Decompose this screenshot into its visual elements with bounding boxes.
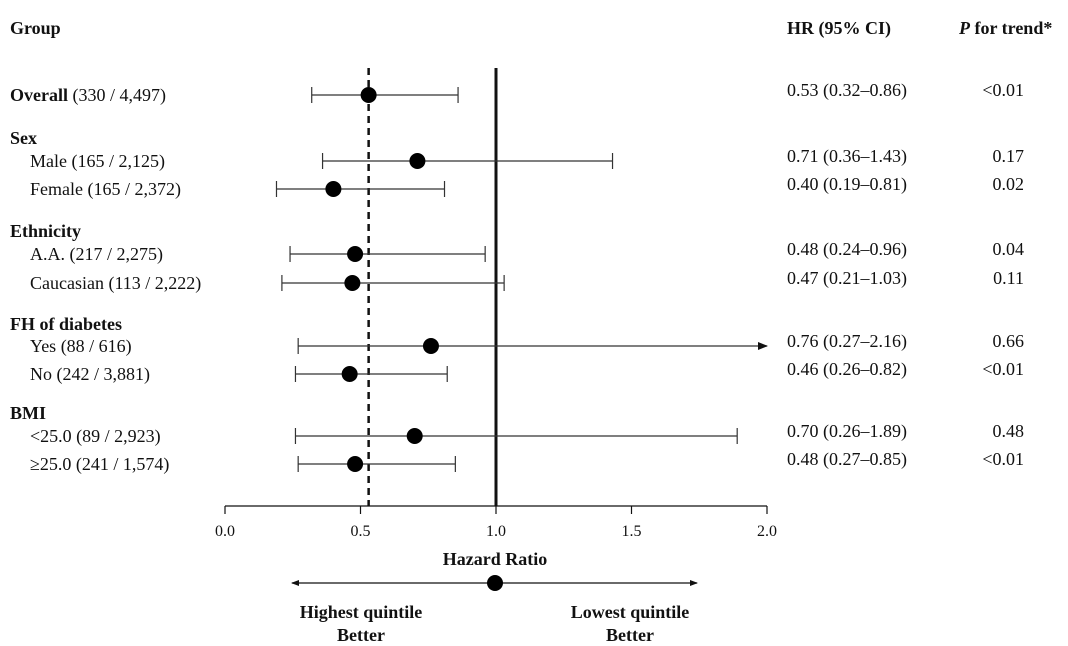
- p-trend-value: 0.66: [993, 331, 1025, 351]
- group-header: FH of diabetes: [10, 314, 122, 334]
- row-label: Caucasian (113 / 2,222): [30, 273, 201, 294]
- hr-header: HR (95% CI): [787, 18, 891, 39]
- hr-ci-text: 0.53 (0.32–0.86): [787, 80, 907, 101]
- row-count: (330 / 4,497): [72, 85, 166, 106]
- x-tick-label: 1.0: [486, 523, 506, 540]
- row-label: Male (165 / 2,125): [30, 151, 165, 172]
- group-header: Sex: [10, 128, 37, 148]
- right-direction-sublabel: Better: [606, 625, 654, 645]
- hr-point: [409, 153, 426, 169]
- hr-point: [422, 338, 439, 354]
- hr-point: [325, 181, 342, 197]
- hr-ci-text: 0.48 (0.27–0.85): [787, 449, 907, 470]
- group-header: BMI: [10, 403, 46, 423]
- hr-ci-text: 0.70 (0.26–1.89): [787, 421, 907, 442]
- x-tick-label: 1.5: [622, 523, 642, 540]
- p-trend-value: 0.11: [993, 268, 1024, 288]
- x-tick-label: 0.0: [215, 523, 235, 540]
- p-trend-value: 0.04: [993, 239, 1025, 259]
- group-name: Overall: [10, 85, 68, 105]
- hr-ci-text: 0.47 (0.21–1.03): [787, 268, 907, 289]
- p-trend-header-rest: for trend*: [970, 18, 1052, 38]
- p-trend-value: <0.01: [982, 449, 1024, 469]
- row-label: No (242 / 3,881): [30, 364, 150, 385]
- hr-point: [347, 246, 364, 262]
- hr-point: [360, 87, 377, 103]
- p-trend-value: <0.01: [982, 80, 1024, 100]
- right-direction-label: Lowest quintile: [571, 602, 690, 622]
- hr-ci-text: 0.76 (0.27–2.16): [787, 331, 907, 352]
- group-header: Group: [10, 18, 61, 38]
- hr-ci-text: 0.48 (0.24–0.96): [787, 239, 907, 260]
- row-label: <25.0 (89 / 2,923): [30, 426, 161, 447]
- hr-ci-text: 0.40 (0.19–0.81): [787, 174, 907, 195]
- hr-ci-text: 0.71 (0.36–1.43): [787, 146, 907, 167]
- x-axis: 0.0 0.5 1.0 1.5 2.0: [215, 505, 777, 540]
- p-trend-value: 0.02: [993, 174, 1025, 194]
- row-label: Overall (330 / 4,497): [10, 85, 166, 106]
- x-tick-label: 0.5: [351, 523, 371, 540]
- plot-marks: Overall (330 / 4,497) 0.53 (0.32–0.86) <0.…: [10, 68, 1024, 506]
- p-trend-value: <0.01: [982, 359, 1024, 379]
- p-trend-header-italic: P: [958, 18, 971, 38]
- hr-point: [406, 428, 423, 444]
- direction-center-point: [487, 575, 503, 591]
- row-label: Yes (88 / 616): [30, 336, 132, 357]
- p-trend-value: 0.48: [993, 421, 1025, 441]
- hr-point: [347, 456, 364, 472]
- left-direction-sublabel: Better: [337, 625, 385, 645]
- row-label: Female (165 / 2,372): [30, 179, 181, 200]
- left-direction-label: Highest quintile: [300, 602, 423, 622]
- hr-point: [344, 275, 361, 291]
- x-tick-label: 2.0: [757, 523, 777, 540]
- direction-legend: Highest quintile Better Lowest quintile Bet…: [291, 575, 698, 645]
- hr-point: [341, 366, 358, 382]
- x-axis-title: Hazard Ratio: [443, 549, 547, 569]
- group-header: Ethnicity: [10, 221, 81, 241]
- p-trend-header: P for trend*: [958, 18, 1052, 38]
- p-trend-value: 0.17: [993, 146, 1025, 166]
- hr-ci-text: 0.46 (0.26–0.82): [787, 359, 907, 380]
- row-label: A.A. (217 / 2,275): [30, 244, 163, 265]
- row-label: ≥25.0 (241 / 1,574): [30, 454, 169, 475]
